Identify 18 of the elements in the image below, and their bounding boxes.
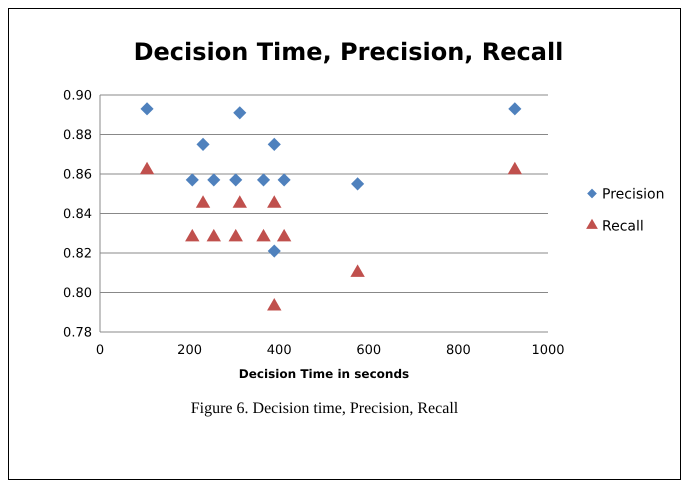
x-tick-label: 800 [446, 343, 471, 358]
x-axis-title: Decision Time in seconds [238, 367, 410, 381]
y-tick-label: 0.82 [63, 246, 92, 262]
legend-label: Recall [602, 218, 644, 234]
y-tick-label: 0.90 [63, 88, 92, 104]
x-tick-label: 400 [266, 343, 292, 358]
chart-title: Decision Time, Precision, Recall [134, 38, 564, 66]
caption: Figure 6. Decision time, Precision, Recall [190, 400, 459, 417]
y-tick-label: 0.84 [63, 207, 92, 222]
x-tick-label: 200 [177, 343, 202, 358]
legend-label: Precision [602, 186, 664, 202]
x-tick-label: 600 [356, 343, 382, 358]
y-tick-label: 0.78 [63, 326, 92, 341]
y-tick-label: 0.86 [63, 168, 92, 183]
y-tick-label: 0.80 [63, 286, 92, 302]
x-tick-label: 1000 [531, 343, 565, 358]
x-tick-label: 0 [96, 343, 104, 358]
y-tick-label: 0.88 [63, 128, 92, 144]
